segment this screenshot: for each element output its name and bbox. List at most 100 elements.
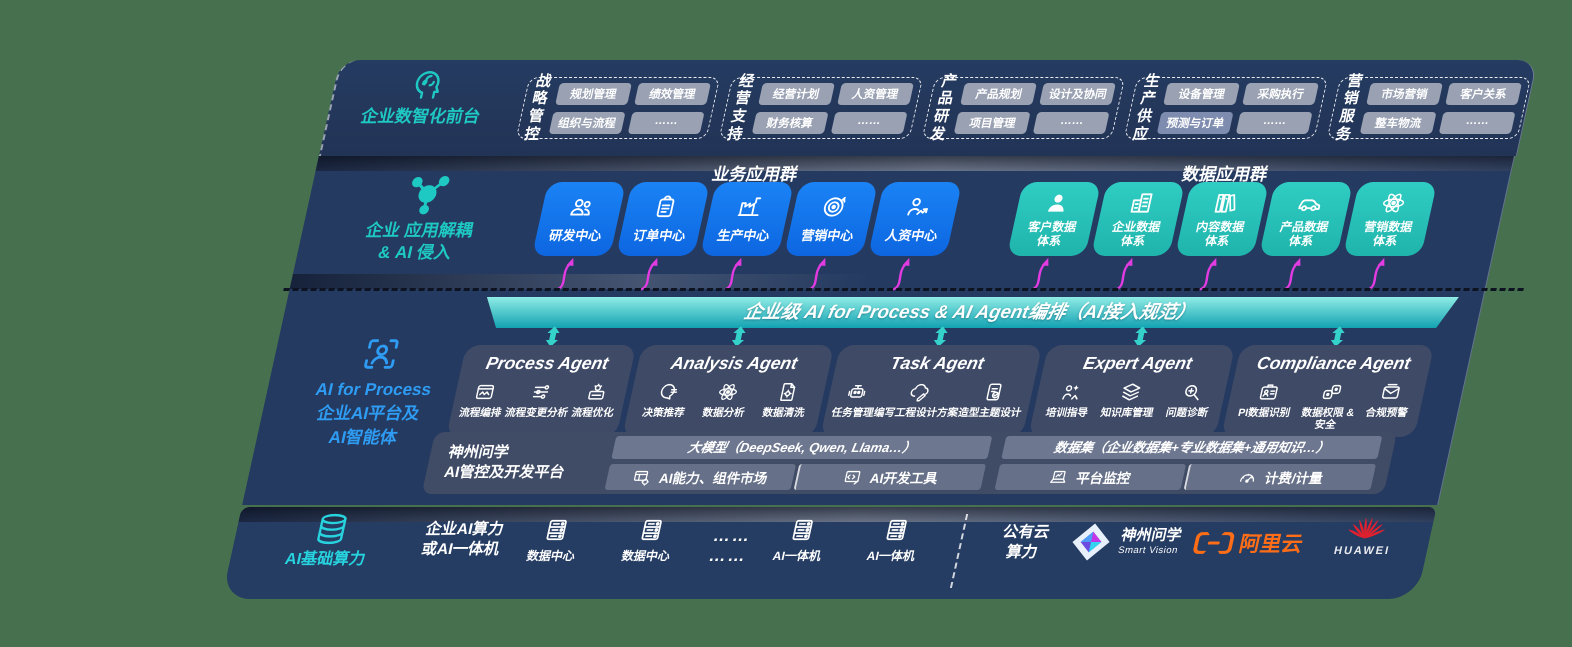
- front-chip: ……: [830, 111, 908, 134]
- data-tiles-row: 客户数据 体系 企业数据 体系 内容数据 体系 产品数据 体系 营销数据 体系: [1006, 182, 1438, 256]
- market-icon: [630, 468, 653, 487]
- front-chip: 预测与订单: [1157, 111, 1234, 134]
- server-icon: [541, 517, 573, 543]
- app-layer-label-block: 企业 应用解耦 & AI 侵入: [323, 172, 521, 264]
- server-icon: [636, 517, 668, 543]
- agent-item: 知识库管理: [1099, 381, 1160, 419]
- agent-title: Task Agent: [888, 353, 987, 373]
- tool-ai-devtools: AI开发工具: [792, 464, 987, 490]
- id-card-icon: [1255, 381, 1282, 403]
- tile-label: 产品数据 体系: [1278, 219, 1330, 248]
- hr-icon: [902, 194, 934, 220]
- front-group-operation: 经营 支持 经营计划 人资管理 财务核算 ……: [718, 73, 923, 143]
- tile-label: 营销数据 体系: [1362, 219, 1414, 248]
- tool-ai-market: AI能力、组件市场: [604, 464, 796, 490]
- front-chip: 项目管理: [954, 111, 1032, 134]
- machine-icon: [584, 381, 611, 403]
- front-layer-label-block: 企业数智化前台: [351, 66, 499, 128]
- tile-product-data: 产品数据 体系: [1258, 182, 1354, 256]
- node-datacenter-2: 数据中心: [607, 517, 691, 564]
- platform-label: 神州问学 AI管控及开发平台: [442, 443, 567, 481]
- tool-platform-monitor: 平台监控: [994, 464, 1186, 490]
- tile-label: 内容数据 体系: [1194, 219, 1246, 248]
- front-chip: ……: [1033, 111, 1111, 134]
- layer-shadow-edge: [315, 156, 1514, 171]
- mail-alert-icon: [1378, 381, 1405, 403]
- customer-icon: [1042, 190, 1074, 216]
- clipboard-icon: [650, 194, 682, 220]
- tile-content-data: 内容数据 体系: [1174, 182, 1270, 256]
- diagram-skewed-canvas: 企业数智化前台 企业 应用解耦 & AI 侵入 AI for Process 企…: [221, 60, 1538, 599]
- agent-item: 问题诊断: [1165, 381, 1215, 419]
- robot-icon: [844, 381, 871, 403]
- front-chip: 经营计划: [757, 82, 835, 105]
- agent-item: 造型主题设计: [957, 381, 1028, 419]
- agent-title: Process Agent: [484, 353, 611, 373]
- front-chip: 规划管理: [555, 82, 632, 105]
- agent-item: 合规预警: [1364, 381, 1414, 419]
- flow-lines-icon: [528, 381, 555, 403]
- molecule-icon: [401, 172, 455, 216]
- front-chip: 产品规划: [960, 82, 1038, 105]
- front-chip: 设计及协同: [1039, 82, 1117, 105]
- front-chip: ……: [1236, 111, 1313, 134]
- infra-layer-label: AI基础算力: [283, 551, 368, 568]
- front-group-strategy: 战略 管控 规划管理 绩效管理 组织与流程 ……: [515, 73, 721, 143]
- vendor-name: HUAWEI: [1332, 545, 1392, 557]
- aliyun-logo-icon: [1193, 532, 1235, 554]
- layer-shadow-edge: [289, 274, 873, 289]
- vendor-name: 阿里云: [1236, 533, 1306, 556]
- front-chip: 设备管理: [1163, 82, 1241, 105]
- front-chip: 财务核算: [751, 111, 829, 134]
- front-groups-row: 战略 管控 规划管理 绩效管理 组织与流程 …… 经营 支持 经营计划 人资管理…: [515, 73, 1532, 143]
- agent-item: 数据权限 & 安全: [1298, 381, 1362, 431]
- brain-head-icon: [406, 66, 450, 102]
- agent-item: 培训指导: [1044, 381, 1094, 419]
- scan-person-icon: [357, 334, 406, 374]
- server-icon: [787, 517, 819, 543]
- atom-icon: [715, 381, 742, 403]
- shenzhou-wenxue-logo-icon: [1072, 523, 1110, 561]
- tile-label: 生产中心: [715, 228, 772, 243]
- front-chip: ……: [627, 111, 705, 134]
- agent-title: Analysis Agent: [669, 353, 800, 373]
- agent-card-compliance: Compliance Agent PI数据识别 数据权限 & 安全 合规预警: [1221, 345, 1435, 437]
- trainer-icon: [1058, 381, 1085, 403]
- front-chip: 整车物流: [1359, 111, 1437, 134]
- tile-label: 企业数据 体系: [1110, 219, 1162, 248]
- data-lock-icon: [1319, 381, 1346, 403]
- agent-item: 编写工程设计方案: [873, 381, 965, 419]
- front-chip: 客户关系: [1445, 82, 1523, 105]
- tile-marketing-center: 营销中心: [783, 182, 879, 256]
- front-chip: 绩效管理: [634, 82, 711, 105]
- tile-label: 订单中心: [631, 228, 688, 243]
- target-icon: [818, 194, 850, 220]
- front-chip: 组织与流程: [548, 111, 626, 134]
- database-icon: [311, 512, 352, 546]
- agent-title: Expert Agent: [1081, 353, 1195, 373]
- tile-enterprise-data: 企业数据 体系: [1090, 182, 1186, 256]
- cloud-pen-icon: [907, 381, 934, 403]
- vendor-huawei: HUAWEI: [1319, 512, 1413, 557]
- atom-icon: [1378, 190, 1410, 216]
- node-ai-appliance-1: AI一体机: [758, 517, 842, 564]
- front-chip: 人资管理: [836, 82, 914, 105]
- tile-label: 客户数据 体系: [1026, 219, 1078, 248]
- building-icon: [1126, 190, 1158, 216]
- front-group-supply: 生产 供应 设备管理 采购执行 预测与订单 ……: [1124, 73, 1329, 143]
- infra-layer-label-block: AI基础算力: [256, 512, 403, 571]
- agent-item: 数据分析: [701, 381, 751, 419]
- tile-marketing-data: 营销数据 体系: [1342, 182, 1438, 256]
- tile-order-center: 订单中心: [615, 182, 711, 256]
- business-tiles-row: 研发中心 订单中心 生产中心 营销中心 人资中心: [531, 182, 963, 256]
- dataset-bar: 数据集（企业数据集+专业数据集+通用知识…）: [1001, 436, 1383, 459]
- front-chip: ……: [1438, 111, 1516, 134]
- tile-customer-data: 客户数据 体系: [1006, 182, 1102, 256]
- monitor-icon: [1047, 468, 1070, 487]
- server-icon: [881, 517, 913, 543]
- tile-label: 营销中心: [799, 228, 856, 243]
- agent-item: 流程编排: [458, 381, 508, 419]
- car-icon: [1294, 190, 1326, 216]
- tile-hr-center: 人资中心: [867, 182, 963, 256]
